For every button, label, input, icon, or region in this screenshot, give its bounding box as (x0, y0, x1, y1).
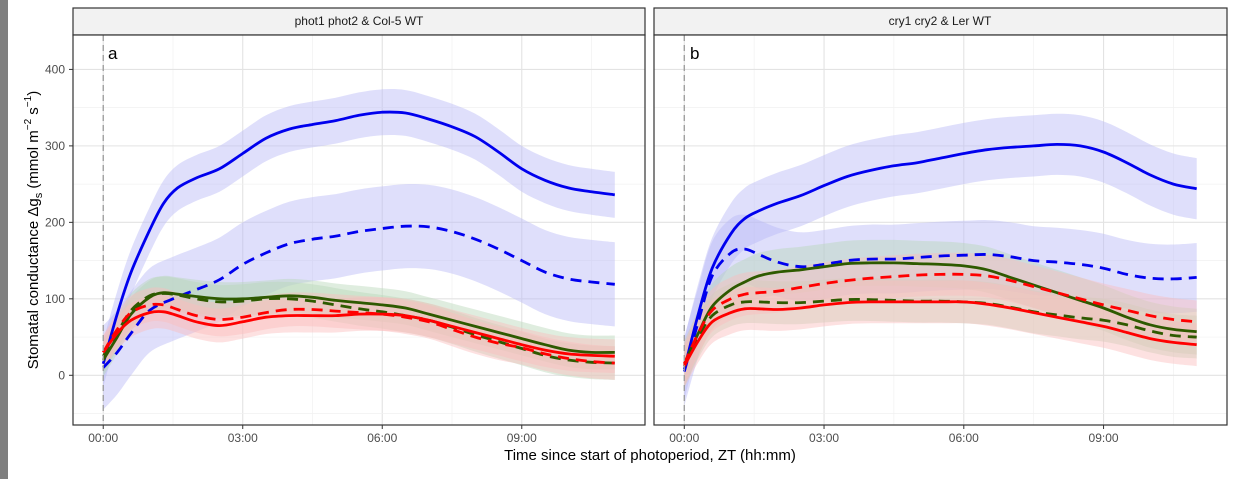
series-line-blue-solid (682, 143, 1197, 370)
panel-tag-a: a (108, 44, 118, 63)
y-axis-title-sup2: −1 (23, 95, 34, 107)
series-line-red-solid (102, 310, 615, 358)
panel-a: phot1 phot2 & Col-5 WT a 0 100 200 300 400 0… (45, 7, 646, 445)
x-tick-label: 09:00 (1089, 431, 1119, 445)
frame-a (72, 34, 646, 426)
x-ticks-a: 00:00 03:00 06:00 09:00 (88, 425, 537, 445)
series-line-green-solid (683, 261, 1197, 365)
series-line-green-dashed (683, 298, 1197, 367)
y-axis-title: Stomatal conductance Δgs (mmol m−2 s−1) (23, 91, 45, 369)
series-line-blue-solid (101, 110, 615, 365)
x-tick-label: 03:00 (228, 431, 258, 445)
x-tick-label: 06:00 (949, 431, 979, 445)
y-tick-label: 300 (45, 139, 65, 153)
x-tick-label: 03:00 (809, 431, 839, 445)
y-axis-title-sub: s (33, 192, 45, 198)
ci-band-blue-solid (684, 113, 1197, 400)
grid-b (654, 35, 1227, 425)
series-line-red-solid (683, 300, 1197, 367)
left-border (0, 0, 8, 479)
x-tick-label: 09:00 (507, 431, 537, 445)
ci-band-green-dashed (103, 276, 615, 380)
strip-a (72, 7, 646, 36)
y-axis-title-sup1: −2 (23, 118, 34, 130)
series-line-green-dashed (102, 292, 615, 365)
ci-band-green-solid (103, 275, 615, 377)
plot-area-b (654, 35, 1227, 425)
ci-band-green-solid (684, 239, 1197, 387)
x-tick-label: 06:00 (367, 431, 397, 445)
ci-band-red-dashed (103, 287, 615, 380)
y-axis-title-lead: Stomatal conductance Δg (25, 198, 42, 369)
grid-a (73, 35, 645, 425)
strip-b-label: cry1 cry2 & Ler WT (889, 14, 992, 28)
x-axis-title: Time since start of photoperiod, ZT (hh:… (504, 447, 796, 464)
panel-b: cry1 cry2 & Ler WT b 00:00 03:00 06:00 09:0… (653, 7, 1228, 445)
lines-a (101, 110, 615, 369)
strip-b (653, 7, 1228, 36)
panel-tag-b: b (690, 44, 699, 63)
ci-band-blue-dashed (103, 184, 615, 410)
series-line-red-dashed (683, 272, 1197, 365)
y-tick-label: 200 (45, 215, 65, 229)
x-ticks-b: 00:00 03:00 06:00 09:00 (669, 425, 1119, 445)
y-axis-title-tail: ) (25, 91, 42, 96)
x-tick-label: 00:00 (669, 431, 699, 445)
y-axis-title-mid: (mmol m (25, 130, 42, 193)
series-line-red-dashed (102, 302, 615, 365)
plot-area-a (73, 35, 645, 425)
y-axis-title-mid2: s (25, 107, 42, 119)
frame-b (653, 34, 1228, 426)
y-tick-label: 100 (45, 292, 65, 306)
strip-a-label: phot1 phot2 & Col-5 WT (295, 14, 424, 28)
ci-band-blue-solid (103, 89, 615, 387)
bands-a (103, 89, 615, 410)
series-line-blue-dashed (682, 247, 1197, 372)
series-line-blue-dashed (102, 224, 615, 369)
lines-b (682, 143, 1197, 372)
y-tick-label: 0 (58, 368, 65, 382)
ci-band-red-solid (103, 294, 615, 373)
y-tick-label: 400 (45, 62, 65, 76)
y-ticks-a: 0 100 200 300 400 (45, 62, 73, 382)
x-tick-label: 00:00 (88, 431, 118, 445)
